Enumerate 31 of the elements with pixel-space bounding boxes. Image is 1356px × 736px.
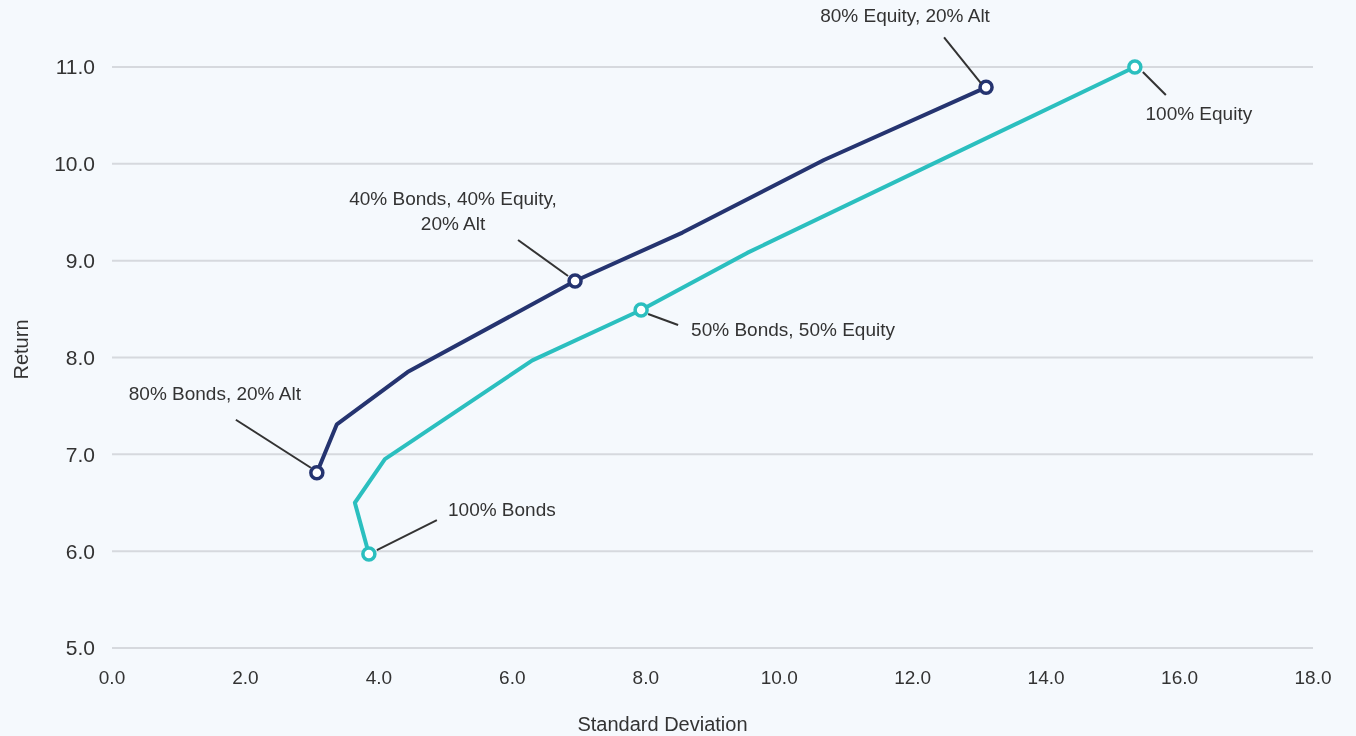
y-tick-label: 8.0 [65,345,95,369]
y-tick-label: 5.0 [65,636,95,660]
annotation: 80% Bonds, 20% Alt [128,382,302,404]
point [633,302,649,318]
annotation: 40% Bonds, 40% Equity, 20% Alt [349,188,557,234]
y-tick-label: 10.0 [54,152,95,176]
annotation: 100% Bonds [448,499,556,521]
point [978,79,994,96]
x-axis-title: Standard Deviation [577,713,748,735]
x-tick-label: 6.0 [499,667,526,688]
y-tick-label: 6.0 [65,539,95,563]
annotation: 50% Bonds, 50% Equity [691,319,896,341]
x-tick-label: 12.0 [894,667,932,688]
x-tick-label: 2.0 [232,667,259,688]
point [309,464,325,481]
y-tick-label: 9.0 [65,249,95,273]
x-tick-label: 4.0 [365,667,393,688]
annotation: 100% Equity [1145,103,1253,124]
y-tick-label: 11.0 [55,55,95,79]
x-tick-label: 10.0 [760,667,798,688]
x-tick-label: 18.0 [1294,667,1332,688]
point [361,546,377,562]
x-tick-label: 16.0 [1161,667,1199,688]
y-tick-label: 7.0 [65,442,95,466]
x-tick-label: 8.0 [632,667,659,688]
point [1127,59,1143,75]
point [567,273,583,289]
annotation: 80% Equity, 20% Alt [820,5,991,27]
x-tick-label: 14.0 [1027,667,1065,688]
x-tick-label: 0.0 [98,667,126,688]
y-axis-title: Return [10,319,32,380]
